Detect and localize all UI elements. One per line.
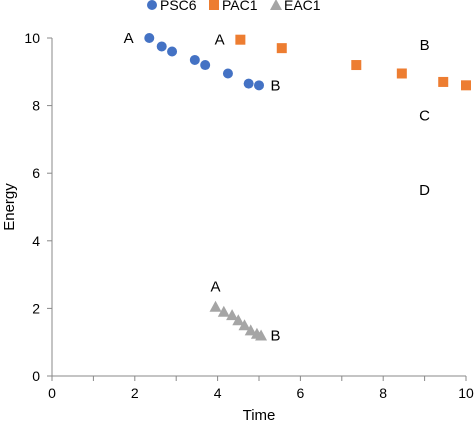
y-tick-label: 0 — [32, 368, 40, 384]
data-point — [209, 300, 222, 312]
legend-marker — [270, 0, 282, 10]
data-point — [276, 43, 287, 54]
data-point — [238, 319, 251, 331]
data-point — [235, 34, 246, 45]
series-psc6 — [144, 33, 264, 91]
data-point — [144, 33, 155, 43]
point-annotation: B — [271, 77, 281, 94]
data-point — [217, 305, 230, 317]
y-tick-label: 8 — [32, 98, 40, 114]
data-point — [254, 80, 264, 91]
data-point — [232, 314, 245, 326]
x-tick-label: 6 — [297, 385, 305, 401]
legend-marker — [147, 0, 157, 10]
series-eac1 — [209, 300, 268, 341]
y-tick-label: 10 — [24, 30, 40, 46]
data-point — [156, 41, 167, 52]
point-annotation: A — [215, 32, 225, 49]
data-point — [226, 309, 239, 321]
point-annotation: B — [420, 37, 430, 54]
legend: PSC6 PAC1 EAC1 — [147, 0, 321, 13]
data-point — [438, 76, 449, 87]
y-tick-label: 6 — [32, 165, 40, 181]
x-tick-label: 4 — [214, 385, 222, 401]
y-tick-label: 4 — [32, 233, 40, 249]
legend-label: PAC1 — [222, 0, 258, 13]
point-annotation: A — [211, 278, 221, 295]
data-point — [255, 329, 268, 341]
x-axis-label: Time — [243, 407, 276, 424]
series-pac1 — [235, 34, 471, 91]
data-point — [222, 68, 233, 79]
x-tick-label: 10 — [458, 385, 474, 401]
data-point — [461, 80, 471, 91]
point-annotation: B — [271, 327, 281, 344]
x-axis-ticks: 0 2 4 6 8 10 — [48, 376, 474, 401]
data-point — [167, 46, 178, 57]
data-points — [144, 33, 471, 341]
y-tick-label: 2 — [32, 300, 40, 316]
legend-marker — [209, 0, 219, 10]
y-axis-ticks: 0 2 4 6 8 10 — [24, 30, 52, 384]
y-axis-label: Energy — [1, 183, 18, 231]
point-annotation: D — [419, 182, 430, 199]
legend-label: EAC1 — [284, 0, 321, 13]
data-point — [244, 324, 257, 336]
data-point — [200, 60, 211, 71]
point-annotation: A — [124, 30, 134, 47]
x-tick-label: 0 — [48, 385, 56, 401]
annotations: A B A B C D A B — [124, 30, 431, 344]
legend-label: PSC6 — [160, 0, 197, 13]
data-point — [351, 60, 362, 71]
data-point — [189, 54, 200, 65]
x-tick-label: 8 — [379, 385, 387, 401]
data-point — [243, 78, 254, 89]
x-tick-label: 2 — [131, 385, 139, 401]
point-annotation: C — [419, 108, 430, 125]
data-point — [396, 68, 407, 79]
